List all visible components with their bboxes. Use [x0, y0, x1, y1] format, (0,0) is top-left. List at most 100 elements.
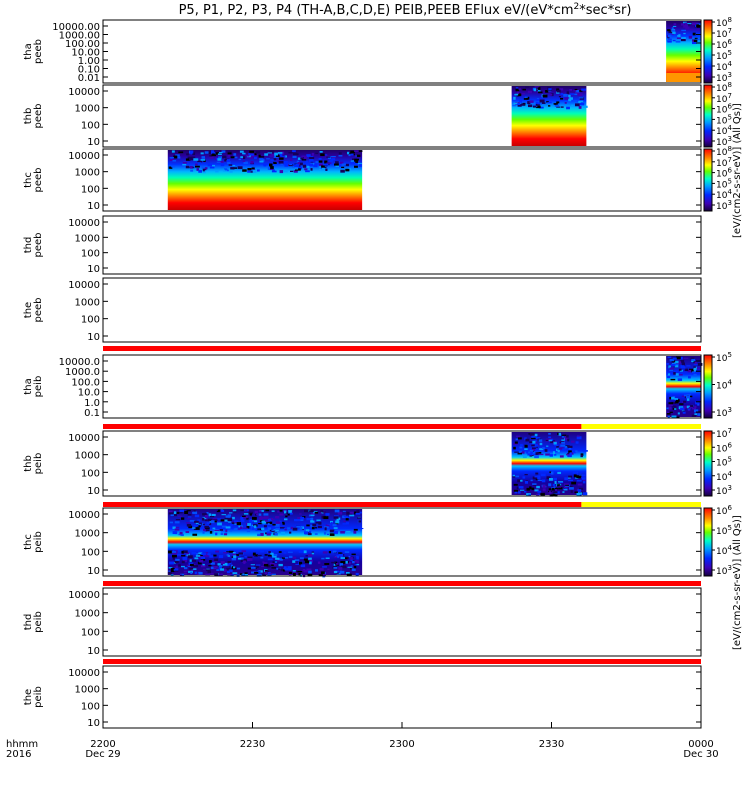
spectrogram-cell — [259, 158, 264, 161]
spectrogram-cell — [171, 150, 175, 153]
spectrogram-cell — [231, 557, 237, 561]
spectrogram-cell — [674, 364, 679, 366]
spectrogram-cell — [307, 573, 313, 577]
spectrogram-cell — [273, 553, 278, 556]
spectrogram-cell — [175, 154, 180, 157]
spectrogram-cell — [284, 510, 287, 514]
spectrogram-cell — [294, 164, 299, 167]
spectrogram-cell — [295, 570, 299, 573]
spectrogram-cell — [517, 91, 520, 94]
spectrogram-cell — [227, 555, 230, 557]
spectrogram-cell — [333, 571, 338, 574]
panel-thd-peib: 10000 1000 100 10 thd peib — [23, 581, 702, 657]
spectrogram-cell — [213, 520, 217, 523]
panel-probe-label: thb — [23, 108, 34, 125]
spectrogram-cell — [267, 554, 272, 557]
spectrogram-cell — [356, 556, 359, 560]
spectrogram-cell — [267, 152, 272, 154]
spectrogram-cell — [571, 481, 577, 485]
spectrogram-cell — [326, 533, 330, 535]
spectrogram-cell — [532, 105, 537, 108]
spectrogram-cell — [540, 493, 545, 496]
spectrogram-cell — [205, 552, 208, 554]
spectrogram-cell — [542, 488, 546, 492]
spectrogram-cell — [247, 170, 251, 173]
spectrogram-cell — [245, 154, 250, 157]
spectrogram-cell — [276, 154, 280, 157]
spectrogram-cell — [532, 476, 538, 480]
spectrogram-cell — [189, 165, 193, 169]
spectrogram-cell — [177, 515, 183, 517]
y-tick-label: 1000 — [75, 168, 100, 179]
spectrogram-cell — [529, 441, 535, 444]
spectrogram-cell — [566, 91, 569, 95]
spectrogram-cell — [185, 522, 190, 524]
spectrogram-cell — [694, 409, 699, 413]
spectrogram-cell — [557, 447, 561, 451]
spectrogram-cell — [675, 416, 680, 419]
spectrogram-cell — [206, 512, 209, 514]
spectrogram-cell — [229, 550, 234, 553]
spectrogram-cell — [273, 564, 277, 566]
spectrogram-cell — [692, 32, 696, 36]
spectrogram-cell — [263, 513, 269, 516]
spectrogram-cell — [240, 509, 244, 512]
spectrogram-cell — [201, 564, 206, 568]
spectrogram-cell — [693, 366, 696, 368]
spectrogram-cell — [512, 476, 516, 478]
spectrogram-cell — [294, 153, 299, 156]
spectrogram-cell — [354, 565, 357, 569]
spectrogram-cell — [242, 169, 247, 172]
spectrogram-cell — [249, 513, 252, 516]
spectrogram-cell — [538, 106, 544, 109]
spectrogram-cell — [561, 448, 566, 451]
spectrogram-cell — [226, 554, 230, 556]
status-bar-segment — [103, 346, 701, 351]
spectrogram-cell — [532, 440, 536, 444]
spectrogram-cell — [355, 513, 361, 515]
spectrogram-cell — [313, 164, 318, 168]
spectrogram-cell — [569, 452, 572, 456]
spectrogram-cell — [542, 447, 545, 450]
spectrogram-cell — [175, 519, 181, 521]
spectrogram-cell — [578, 90, 583, 92]
spectrogram-cell — [278, 160, 284, 164]
spectrogram-cell — [552, 493, 556, 497]
spectrogram-cell — [252, 165, 256, 168]
spectrogram-cell — [178, 533, 183, 536]
y-tick-label: 10000.0 — [59, 357, 100, 368]
spectrogram-cell — [549, 93, 553, 96]
spectrogram-cell — [170, 568, 174, 572]
y-tick-label: 10000 — [68, 590, 100, 601]
spectrogram-cell — [251, 527, 255, 530]
spectrogram-cell — [667, 372, 670, 374]
spectrogram-cell — [520, 479, 523, 482]
colorbar-tick-label: 104 — [716, 124, 732, 137]
spectrogram-cell — [189, 559, 192, 562]
spectrogram-cell — [577, 483, 583, 486]
spectrogram-cell — [215, 532, 218, 536]
spectrogram-cell — [527, 101, 531, 105]
spectrogram-cell — [693, 378, 699, 380]
y-tick-label: 10000 — [68, 218, 100, 229]
spectrogram-cell — [272, 169, 275, 172]
spectrogram-cell — [578, 97, 584, 99]
spectrogram-cell — [272, 519, 275, 521]
colorbar — [703, 354, 713, 419]
colorbar-tick-label: 104 — [716, 188, 732, 201]
spectrogram-cell — [322, 566, 327, 568]
spectrogram-cell — [186, 553, 190, 557]
spectrogram-cell — [527, 90, 532, 94]
spectrogram-cell — [533, 484, 537, 486]
spectrogram-cell — [173, 513, 177, 517]
spectrogram-cell — [325, 163, 329, 166]
spectrogram-cell — [581, 474, 586, 477]
spectrogram-cell — [520, 444, 523, 447]
y-tick-label: 10000 — [68, 87, 100, 98]
spectrogram-cell — [168, 567, 173, 569]
spectrogram-cell — [247, 558, 253, 561]
title-tail: *sec*sr) — [579, 3, 631, 18]
spectrogram-cell — [199, 559, 204, 563]
spectrogram-cell — [189, 150, 194, 154]
spectrogram-cell — [172, 551, 178, 555]
